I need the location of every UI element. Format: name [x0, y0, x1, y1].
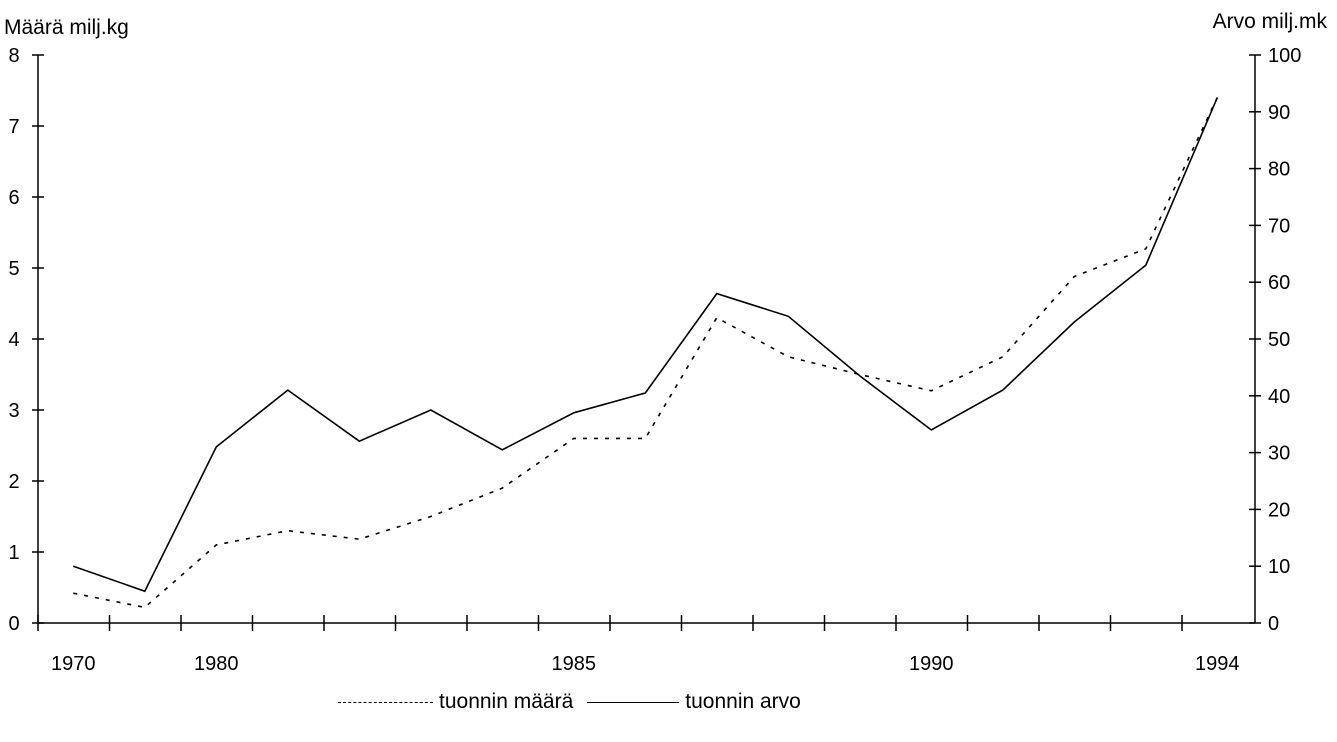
x-tick-label: 1990 [909, 653, 954, 675]
y-left-tick-label: 6 [8, 187, 19, 209]
legend-swatch-solid [587, 701, 680, 703]
y-right-tick-label: 10 [1268, 556, 1290, 578]
series-line-2 [73, 97, 1219, 593]
y-right-tick-label: 20 [1268, 499, 1290, 521]
x-tick-label: 1994 [1195, 653, 1240, 675]
x-tick-label: 1970 [51, 653, 96, 675]
y-left-tick-label: 1 [8, 542, 19, 564]
y-left-tick-label: 3 [8, 400, 19, 422]
y-left-tick-label: 4 [8, 329, 19, 351]
x-tick-label: 1980 [194, 653, 239, 675]
y-left-tick-label: 8 [8, 45, 19, 67]
y-left-tick-label: 2 [8, 471, 19, 493]
y-left-tick-label: 7 [8, 116, 19, 138]
y-right-tick-label: 80 [1268, 159, 1290, 181]
legend-swatch-dotted [338, 701, 433, 703]
x-tick-label: 1985 [552, 653, 597, 675]
y-right-tick-label: 30 [1268, 443, 1290, 465]
legend: tuonnin määrä tuonnin arvo [338, 690, 801, 714]
y-left-tick-label: 0 [8, 613, 19, 635]
y-right-tick-label: 90 [1268, 102, 1290, 124]
y-left-tick-label: 5 [8, 258, 19, 280]
legend-label-series-2: tuonnin arvo [685, 690, 801, 713]
y-right-tick-label: 60 [1268, 272, 1290, 294]
legend-label-series-1: tuonnin määrä [439, 690, 574, 713]
y-right-tick-label: 40 [1268, 386, 1290, 408]
y-right-tick-label: 100 [1268, 45, 1301, 67]
series-layer [73, 97, 1219, 609]
y-right-tick-label: 50 [1268, 329, 1290, 351]
series-line-1 [73, 97, 1219, 609]
y-right-tick-label: 0 [1268, 613, 1279, 635]
y-axis-left-label: Määrä milj.kg [4, 16, 129, 39]
y-axis-right-label: Arvo milj.mk [1212, 10, 1327, 33]
y-right-tick-label: 70 [1268, 215, 1290, 237]
